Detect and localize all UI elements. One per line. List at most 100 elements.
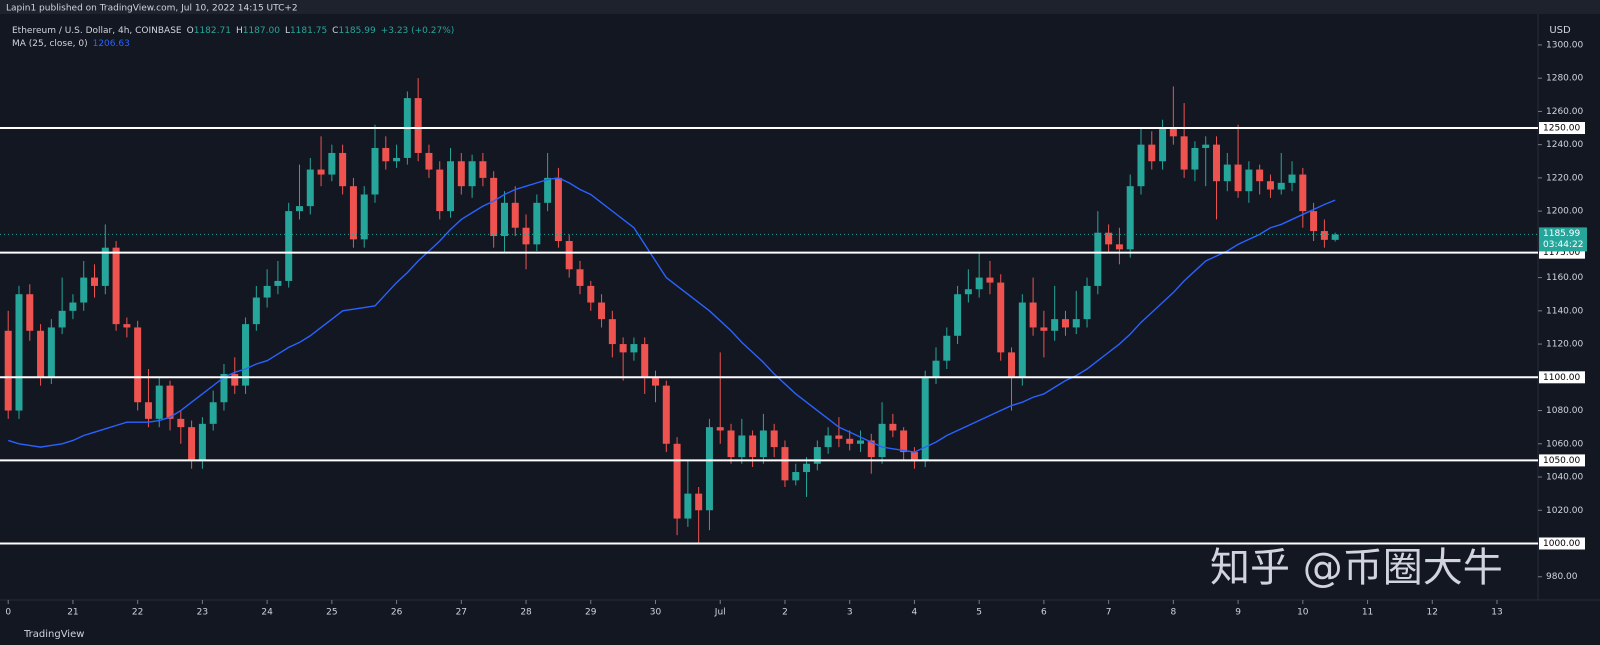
candle-body (252, 297, 260, 325)
candle-body (846, 438, 854, 444)
footer-brand: TradingView (23, 629, 84, 640)
x-tick-label: 4 (912, 608, 918, 618)
x-tick-label: 25 (326, 608, 337, 618)
candle-body (1105, 232, 1113, 245)
y-tick-label: 1200.00 (1546, 207, 1583, 217)
candle-body (4, 330, 12, 411)
y-tick-label: 1240.00 (1546, 140, 1583, 150)
candle-body (112, 247, 120, 325)
candle-body (1223, 164, 1231, 182)
candle-body (220, 373, 228, 403)
candle-body (619, 344, 627, 353)
ma-legend: MA (25, close, 0) 1206.63 (12, 39, 130, 49)
level-label: 1000.00 (1543, 539, 1580, 549)
last-price-label: 1185.99 (1543, 229, 1580, 239)
candle-body (770, 430, 778, 448)
level-label-box (1539, 454, 1585, 467)
y-tick-label: 1260.00 (1546, 107, 1583, 117)
candle-body (1180, 136, 1188, 170)
candle-body (1266, 181, 1274, 190)
ma-line (7, 177, 1336, 453)
legend-change: +3.23 (+0.27%) (381, 26, 455, 36)
y-tick-label: 1020.00 (1546, 506, 1583, 516)
candle-body (1169, 128, 1177, 137)
candle-body (954, 294, 962, 336)
y-tick-label: 1140.00 (1546, 306, 1583, 316)
candle-body (1148, 144, 1156, 162)
candle-body (69, 302, 77, 311)
candle-body (1072, 319, 1080, 328)
candle-body (522, 227, 530, 245)
candle-body (447, 161, 455, 212)
candle-body (641, 344, 649, 378)
candle-body (662, 385, 670, 444)
candle-body (986, 277, 994, 283)
candle-body (263, 285, 271, 298)
level-label-box (1539, 537, 1585, 550)
candle-body (1040, 327, 1048, 331)
candle-body (878, 423, 886, 458)
y-tick-label: 1220.00 (1546, 173, 1583, 183)
x-tick-label: 30 (650, 608, 662, 618)
x-tick-label: 22 (132, 608, 143, 618)
candle-body (1137, 144, 1145, 187)
x-tick-label: 6 (1041, 608, 1047, 618)
y-tick-label: 1160.00 (1546, 273, 1583, 283)
candle-body (813, 447, 821, 464)
candle-body (1299, 174, 1307, 212)
candle-body (134, 327, 142, 403)
candle-body (1213, 144, 1221, 182)
candle-body (997, 282, 1005, 353)
candle-body (123, 324, 131, 328)
candle-body (921, 377, 929, 461)
candle-body (673, 443, 681, 519)
candle-body (306, 169, 314, 207)
candle-body (910, 452, 918, 461)
y-tick-label: 1060.00 (1546, 439, 1583, 449)
candle-body (738, 435, 746, 458)
level-label-box (1539, 371, 1585, 384)
candle-body (975, 277, 983, 290)
legend-value: 1182.71 (194, 26, 231, 36)
candle-body (1234, 164, 1242, 192)
candle-body (598, 302, 606, 320)
x-tick-label: 0 (5, 608, 11, 618)
candle-body (1320, 231, 1328, 240)
ma-name: MA (25, close, 0) (12, 39, 88, 49)
candle-body (1310, 211, 1318, 232)
candle-body (900, 430, 908, 453)
candle-body (1029, 302, 1037, 328)
level-label: 1250.00 (1543, 124, 1580, 134)
candle-body (479, 161, 487, 178)
candle-body (781, 447, 789, 481)
candle-body (824, 435, 832, 448)
candle-body (932, 360, 940, 378)
candle-body (166, 385, 174, 419)
candle-body (414, 98, 422, 153)
x-tick-label: 5 (976, 608, 982, 618)
x-tick-label: 28 (520, 608, 532, 618)
x-tick-label: 23 (197, 608, 208, 618)
candle-body (144, 402, 152, 419)
candle-body (803, 463, 811, 473)
legend-key: C (332, 26, 338, 36)
candle-body (889, 423, 897, 431)
candle-body (1083, 285, 1091, 320)
candle-body (1288, 174, 1296, 183)
x-tick-label: 27 (456, 608, 467, 618)
candle-body (652, 377, 660, 386)
candle-body (759, 430, 767, 458)
candle-body (1277, 182, 1285, 190)
candle-body (177, 418, 185, 428)
candle-body (867, 440, 875, 458)
candle-body (1051, 319, 1059, 331)
x-tick-label: 12 (1427, 608, 1438, 618)
candle-body (339, 152, 347, 187)
footer-bar (0, 624, 1600, 645)
x-tick-label: 24 (261, 608, 273, 618)
candle-body (554, 177, 562, 242)
candle-body (37, 330, 45, 378)
legend-key: H (236, 26, 243, 36)
candle-body (576, 269, 584, 286)
candle-body (393, 157, 401, 162)
